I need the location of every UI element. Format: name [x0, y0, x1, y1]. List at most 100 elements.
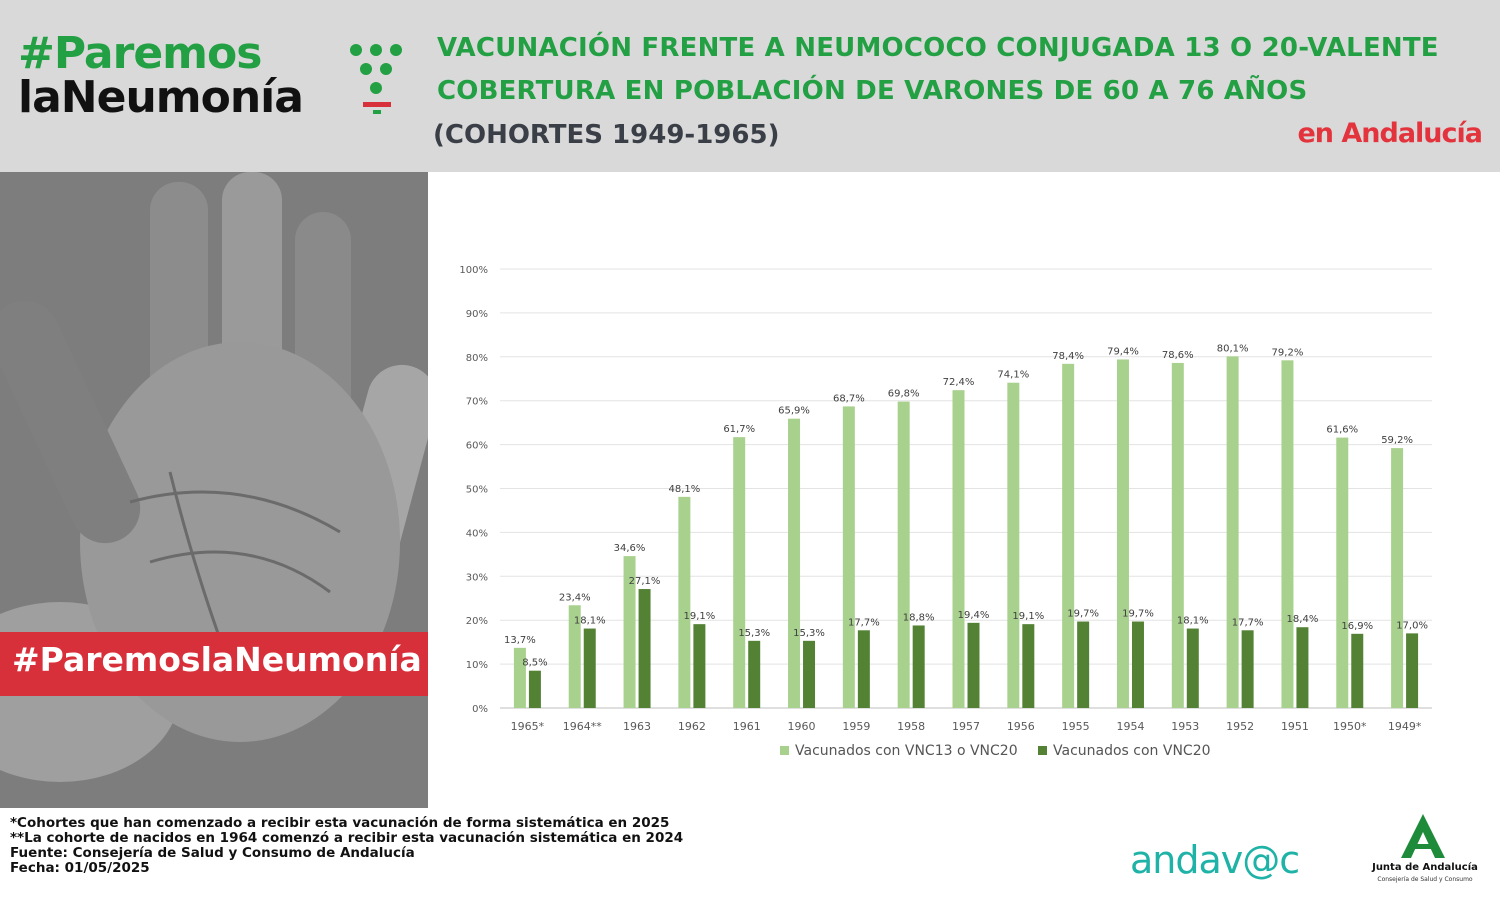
source-line: Fuente: Consejería de Salud y Consumo de… — [10, 845, 415, 861]
bar-vnc13-vnc20 — [1116, 359, 1129, 708]
hashtag-text: #ParemoslaNeumonía — [12, 640, 422, 679]
data-label: 15,3% — [738, 628, 770, 639]
bar-vnc20 — [912, 625, 925, 708]
grape-cluster-icon — [350, 44, 402, 114]
campaign-logo: #Paremos laNeumonía — [18, 28, 304, 123]
data-label: 79,4% — [1107, 346, 1139, 357]
legend-item-series1: Vacunados con VNC13 o VNC20 — [780, 743, 1018, 759]
chart-title-line1: VACUNACIÓN FRENTE A NEUMOCOCO CONJUGADA … — [437, 33, 1439, 63]
x-tick-label: 1956 — [1007, 720, 1035, 733]
data-label: 17,7% — [1232, 617, 1264, 628]
chart-title-line2: COBERTURA EN POBLACIÓN DE VARONES DE 60 … — [437, 76, 1308, 106]
data-label: 23,4% — [559, 592, 591, 603]
y-tick-label: 50% — [466, 485, 488, 496]
logo-line2: laNeumonía — [18, 72, 304, 123]
footnote-line: **La cohorte de nacidos en 1964 comenzó … — [10, 830, 684, 846]
x-tick-label: 1952 — [1226, 720, 1254, 733]
data-label: 13,7% — [504, 635, 536, 646]
junta-subtitle: Consejería de Salud y Consumo — [1377, 876, 1473, 883]
x-tick-label: 1963 — [623, 720, 651, 733]
header-band: #Paremos laNeumonía VACUNACIÓN FRENTE A … — [0, 0, 1500, 172]
x-tick-label: 1965* — [511, 720, 545, 733]
bar-vnc20 — [1296, 627, 1309, 708]
y-tick-label: 100% — [459, 265, 488, 276]
legend-swatch-dark-green — [1038, 746, 1047, 755]
bar-vnc20 — [1077, 621, 1090, 708]
bar-vnc13-vnc20 — [623, 556, 636, 708]
x-tick-label: 1950* — [1333, 720, 1367, 733]
data-label: 78,4% — [1052, 351, 1084, 362]
bar-vnc13-vnc20 — [952, 390, 965, 708]
data-label: 27,1% — [629, 576, 661, 587]
bar-vnc20 — [803, 640, 816, 708]
data-label: 18,8% — [903, 612, 935, 623]
y-tick-label: 90% — [466, 309, 488, 320]
footnotes: *Cohortes que han comenzado a recibir es… — [10, 816, 683, 876]
bar-chart: 0% 10% 20% 30% 40% 50% 60% 70% 80% 90% 100% 13,7% 8,… — [459, 265, 1432, 733]
y-tick-label: 70% — [466, 397, 488, 408]
data-label: 18,1% — [1177, 616, 1209, 627]
bar-vnc20 — [857, 630, 870, 708]
data-label: 65,9% — [778, 406, 810, 417]
region-label: en Andalucía — [1297, 118, 1483, 149]
chart-subtitle: (COHORTES 1949-1965) — [433, 120, 780, 150]
bar-vnc13-vnc20 — [513, 647, 526, 708]
data-label: 17,0% — [1396, 620, 1428, 631]
bar-vnc20 — [748, 640, 761, 708]
bar-vnc13-vnc20 — [1226, 356, 1239, 708]
junta-name: Junta de Andalucía — [1372, 862, 1478, 873]
andavac-logo: andav@c — [1130, 838, 1300, 882]
bar-vnc13-vnc20 — [788, 418, 801, 708]
bar-vnc20 — [1406, 633, 1419, 708]
bar-vnc20 — [967, 622, 980, 708]
bar-vnc13-vnc20 — [1336, 437, 1349, 708]
bar-vnc13-vnc20 — [1391, 448, 1404, 708]
data-label: 17,7% — [848, 617, 880, 628]
x-tick-label: 1957 — [952, 720, 980, 733]
x-tick-label: 1953 — [1171, 720, 1199, 733]
bar-vnc20 — [693, 624, 706, 708]
x-tick-label: 1954 — [1116, 720, 1144, 733]
y-tick-label: 30% — [466, 572, 488, 583]
junta-andalucia-logo-icon — [1401, 814, 1445, 858]
bar-vnc13-vnc20 — [733, 437, 746, 708]
bar-vnc13-vnc20 — [1281, 360, 1294, 708]
data-label: 19,4% — [958, 610, 990, 621]
x-tick-label: 1955 — [1062, 720, 1090, 733]
logo-line1: #Paremos — [18, 28, 262, 79]
data-label: 18,1% — [574, 616, 606, 627]
data-label: 72,4% — [943, 377, 975, 388]
bar-vnc20 — [1186, 628, 1199, 708]
data-label: 68,7% — [833, 393, 865, 404]
x-tick-label: 1958 — [897, 720, 925, 733]
bar-vnc20 — [1131, 621, 1144, 708]
data-label: 19,7% — [1067, 609, 1099, 620]
x-tick-label: 1951 — [1281, 720, 1309, 733]
legend-swatch-light-green — [780, 746, 789, 755]
data-label: 19,1% — [1012, 611, 1044, 622]
bar-vnc13-vnc20 — [1171, 362, 1184, 708]
data-label: 79,2% — [1272, 347, 1304, 358]
bar-vnc13-vnc20 — [568, 605, 581, 708]
bar-vnc13-vnc20 — [897, 401, 910, 708]
data-label: 69,8% — [888, 389, 920, 400]
bar-vnc20 — [1022, 624, 1035, 708]
x-tick-label: 1962 — [678, 720, 706, 733]
y-tick-label: 80% — [466, 353, 488, 364]
data-label: 59,2% — [1381, 435, 1413, 446]
data-label: 80,1% — [1217, 343, 1249, 354]
bar-vnc20 — [528, 670, 541, 708]
data-label: 19,1% — [683, 611, 715, 622]
data-label: 48,1% — [668, 484, 700, 495]
bar-vnc20 — [1351, 633, 1364, 708]
y-tick-label: 20% — [466, 616, 488, 627]
data-label: 15,3% — [793, 628, 825, 639]
data-label: 61,6% — [1326, 425, 1358, 436]
bar-vnc13-vnc20 — [842, 406, 855, 708]
data-label: 16,9% — [1341, 621, 1373, 632]
data-label: 19,7% — [1122, 609, 1154, 620]
y-tick-label: 40% — [466, 528, 488, 539]
x-tick-label: 1960 — [788, 720, 816, 733]
hashtag-banner — [0, 632, 428, 696]
data-label: 61,7% — [723, 424, 755, 435]
